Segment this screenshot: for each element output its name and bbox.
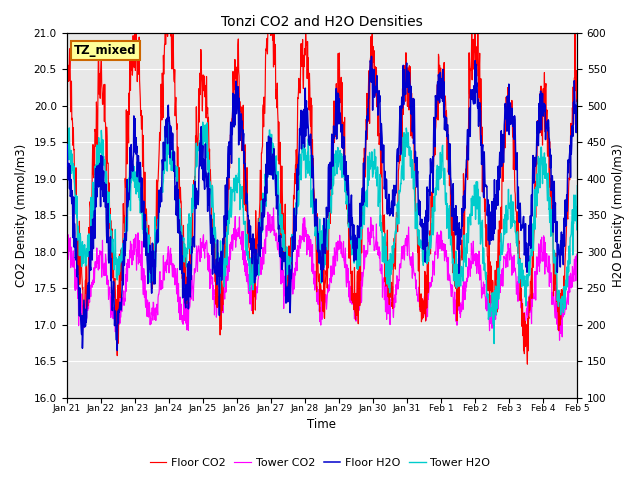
Floor CO2 xyxy=(524,361,531,367)
Floor CO2 xyxy=(63,30,71,36)
Tower CO2 xyxy=(184,316,191,322)
Tower CO2 xyxy=(244,290,252,296)
Floor H2O xyxy=(424,203,432,209)
Floor CO2 xyxy=(495,252,502,257)
Line: Tower CO2: Tower CO2 xyxy=(67,208,611,355)
X-axis label: Time: Time xyxy=(307,419,336,432)
Y-axis label: H2O Density (mmol/m3): H2O Density (mmol/m3) xyxy=(612,144,625,287)
Floor H2O xyxy=(171,177,179,182)
Tower CO2 xyxy=(170,264,178,270)
Tower H2O xyxy=(543,172,550,178)
Tower H2O xyxy=(63,127,70,132)
Floor H2O xyxy=(113,348,121,353)
Y-axis label: CO2 Density (mmol/m3): CO2 Density (mmol/m3) xyxy=(15,144,28,287)
Floor H2O xyxy=(367,53,375,59)
Floor H2O xyxy=(543,126,551,132)
Text: TZ_mixed: TZ_mixed xyxy=(74,44,137,57)
Tower CO2 xyxy=(589,352,597,358)
Legend: Floor CO2, Tower CO2, Floor H2O, Tower H2O: Floor CO2, Tower CO2, Floor H2O, Tower H… xyxy=(145,453,495,472)
Floor H2O xyxy=(63,150,70,156)
Line: Floor H2O: Floor H2O xyxy=(67,56,611,350)
Tower CO2 xyxy=(424,314,431,320)
Tower H2O xyxy=(423,261,431,266)
Floor CO2 xyxy=(607,105,615,110)
Floor CO2 xyxy=(424,247,431,253)
Tower H2O xyxy=(170,148,178,154)
Floor CO2 xyxy=(245,244,253,250)
Floor H2O xyxy=(245,224,253,230)
Floor H2O xyxy=(607,103,615,109)
Title: Tonzi CO2 and H2O Densities: Tonzi CO2 and H2O Densities xyxy=(221,15,422,29)
Tower H2O xyxy=(607,119,615,124)
Tower H2O xyxy=(184,251,191,256)
Floor CO2 xyxy=(63,44,70,49)
Floor CO2 xyxy=(543,107,551,113)
Tower H2O xyxy=(490,341,498,347)
Tower CO2 xyxy=(63,233,70,239)
Floor CO2 xyxy=(184,280,192,286)
Tower CO2 xyxy=(543,251,550,256)
Floor H2O xyxy=(184,285,192,291)
Floor H2O xyxy=(495,187,503,193)
Tower H2O xyxy=(244,254,252,260)
Floor CO2 xyxy=(171,67,179,72)
Line: Tower H2O: Tower H2O xyxy=(67,121,611,344)
Tower CO2 xyxy=(607,282,615,288)
Tower CO2 xyxy=(269,205,277,211)
Line: Floor CO2: Floor CO2 xyxy=(67,33,611,364)
Tower CO2 xyxy=(495,289,502,295)
Tower H2O xyxy=(495,296,502,302)
